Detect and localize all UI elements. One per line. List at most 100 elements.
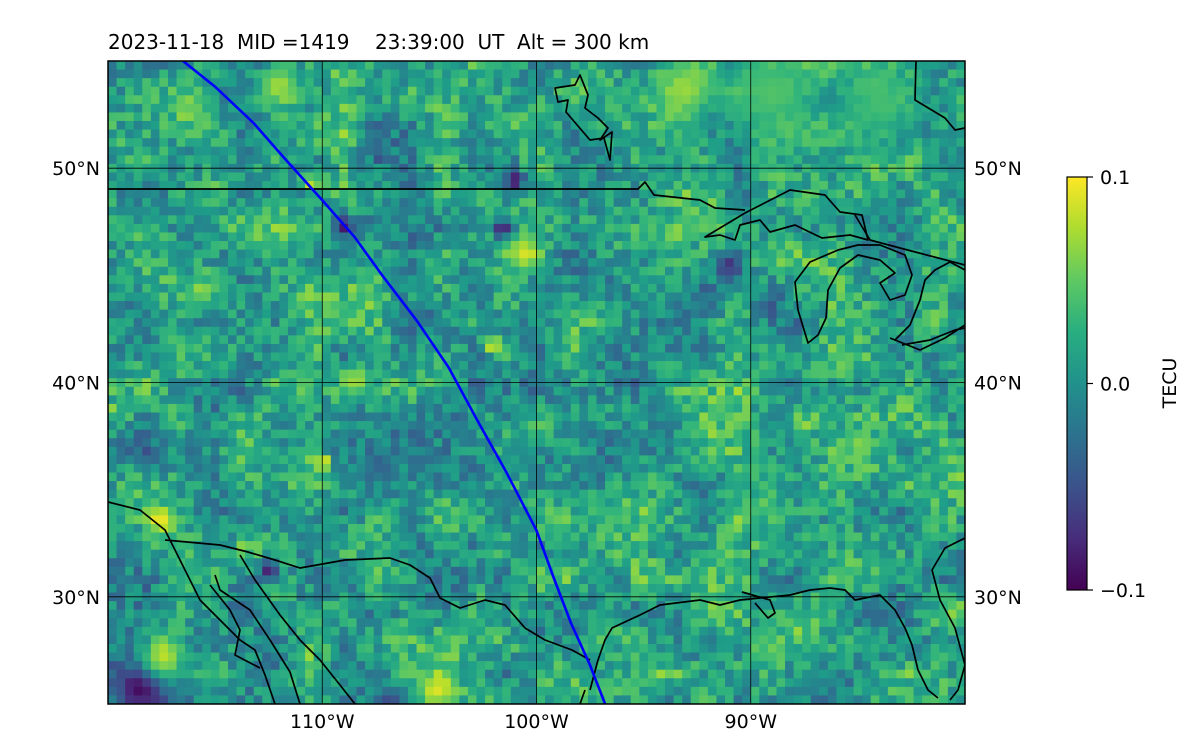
- heatmap-cell: [236, 223, 246, 234]
- heatmap-cell: [690, 301, 700, 311]
- heatmap-cell: [476, 266, 486, 276]
- heatmap-cell: [519, 421, 529, 431]
- heatmap-cell: [519, 343, 529, 354]
- heatmap-cell: [365, 121, 375, 131]
- heatmap-cell: [887, 369, 898, 379]
- heatmap-cell: [750, 455, 760, 465]
- heatmap-cell: [467, 343, 478, 354]
- heatmap-cell: [150, 386, 161, 396]
- heatmap-cell: [485, 395, 495, 405]
- heatmap-cell: [845, 241, 855, 251]
- heatmap-cell: [519, 472, 529, 482]
- heatmap-cell: [510, 172, 520, 182]
- heatmap-cell: [845, 309, 855, 319]
- heatmap-cell: [193, 386, 203, 396]
- heatmap-cell: [210, 181, 221, 191]
- heatmap-cell: [142, 403, 152, 414]
- heatmap-cell: [956, 112, 965, 122]
- heatmap-cell: [742, 369, 752, 379]
- heatmap-cell: [399, 352, 409, 362]
- heatmap-cell: [853, 112, 863, 122]
- heatmap-cell: [262, 326, 272, 336]
- heatmap-cell: [673, 189, 683, 199]
- heatmap-cell: [793, 326, 803, 336]
- heatmap-cell: [356, 438, 366, 448]
- heatmap-cell: [742, 215, 752, 225]
- heatmap-cell: [870, 369, 880, 379]
- heatmap-cell: [150, 103, 161, 114]
- heatmap-cell: [682, 258, 692, 268]
- heatmap-cell: [699, 206, 709, 216]
- heatmap-cell: [219, 463, 229, 474]
- heatmap-cell: [827, 421, 838, 431]
- heatmap-cell: [647, 95, 658, 105]
- heatmap-cell: [510, 361, 520, 371]
- heatmap-cell: [690, 103, 700, 114]
- heatmap-cell: [776, 292, 786, 302]
- heatmap-cell: [776, 412, 786, 422]
- heatmap-cell: [785, 481, 795, 491]
- heatmap-cell: [905, 215, 915, 225]
- heatmap-cell: [253, 112, 263, 122]
- heatmap-cell: [725, 275, 735, 285]
- heatmap-cell: [716, 403, 726, 414]
- heatmap-cell: [399, 361, 409, 371]
- heatmap-cell: [939, 395, 949, 405]
- heatmap-cell: [236, 361, 246, 371]
- heatmap-cell: [125, 481, 135, 491]
- heatmap-cell: [707, 181, 718, 191]
- heatmap-cell: [836, 481, 846, 491]
- heatmap-cell: [742, 198, 752, 208]
- heatmap-cell: [647, 181, 658, 191]
- heatmap-cell: [587, 223, 598, 234]
- heatmap-cell: [776, 455, 786, 465]
- heatmap-cell: [287, 69, 298, 79]
- heatmap-cell: [905, 335, 915, 345]
- heatmap-cell: [742, 189, 752, 199]
- heatmap-cell: [725, 361, 735, 371]
- heatmap-cell: [922, 61, 932, 71]
- heatmap-cell: [545, 95, 555, 105]
- heatmap-cell: [467, 446, 478, 456]
- heatmap-cell: [365, 215, 375, 225]
- heatmap-cell: [253, 241, 263, 251]
- heatmap-cell: [819, 412, 829, 422]
- heatmap-cell: [373, 395, 383, 405]
- heatmap-cell: [639, 335, 649, 345]
- heatmap-cell: [270, 61, 280, 71]
- heatmap-cell: [296, 146, 306, 156]
- heatmap-cell: [853, 481, 863, 491]
- heatmap-cell: [167, 223, 178, 234]
- heatmap-cell: [870, 292, 880, 302]
- heatmap-cell: [347, 241, 358, 251]
- heatmap-cell: [142, 481, 152, 491]
- heatmap-cell: [862, 103, 872, 114]
- heatmap-cell: [493, 78, 503, 88]
- heatmap-cell: [845, 335, 855, 345]
- heatmap-cell: [673, 369, 683, 379]
- heatmap-cell: [896, 181, 906, 191]
- heatmap-cell: [133, 283, 143, 294]
- heatmap-cell: [142, 369, 152, 379]
- heatmap-cell: [493, 318, 503, 328]
- heatmap-cell: [725, 249, 735, 259]
- heatmap-cell: [647, 472, 658, 482]
- heatmap-cell: [930, 369, 940, 379]
- heatmap-cell: [236, 352, 246, 362]
- heatmap-cell: [287, 309, 298, 319]
- heatmap-cell: [536, 172, 546, 182]
- heatmap-cell: [142, 232, 152, 242]
- heatmap-cell: [733, 455, 743, 465]
- heatmap-cell: [279, 472, 289, 482]
- heatmap-cell: [905, 403, 915, 414]
- heatmap-cell: [845, 275, 855, 285]
- heatmap-cell: [956, 455, 965, 465]
- heatmap-cell: [905, 155, 915, 165]
- heatmap-cell: [905, 95, 915, 105]
- heatmap-cell: [227, 61, 238, 71]
- heatmap-cell: [202, 241, 212, 251]
- heatmap-cell: [545, 463, 555, 474]
- heatmap-cell: [262, 155, 272, 165]
- heatmap-cell: [339, 112, 349, 122]
- heatmap-cell: [519, 69, 529, 79]
